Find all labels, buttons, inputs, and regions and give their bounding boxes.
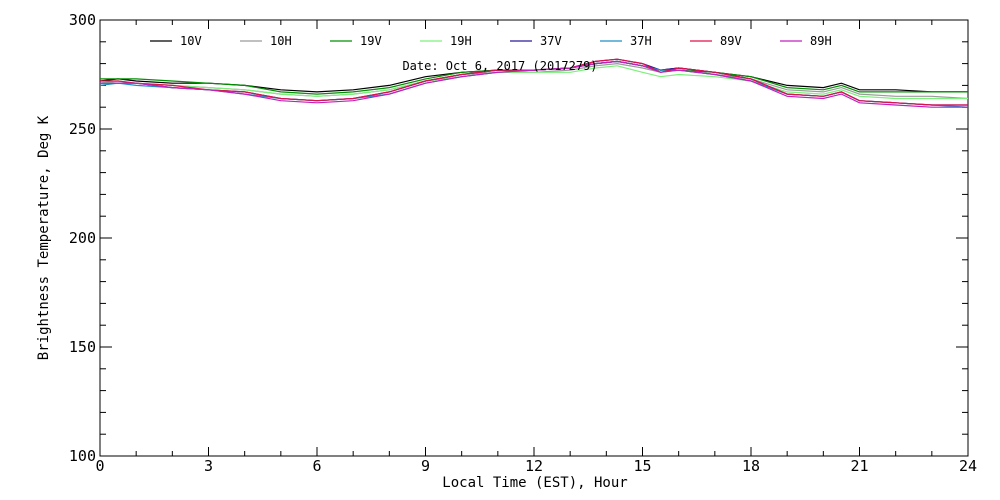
x-tick-label: 0	[95, 457, 104, 475]
legend-label-89v: 89V	[720, 34, 742, 48]
y-tick-label: 200	[69, 229, 96, 247]
x-tick-label: 6	[312, 457, 321, 475]
x-tick-label: 12	[525, 457, 543, 475]
legend-label-37h: 37H	[630, 34, 652, 48]
axes: 0 3 6 9 12 15 18 21 24 100 150 200 250 300	[69, 11, 977, 475]
x-tick-label: 18	[742, 457, 760, 475]
x-tick-label: 15	[633, 457, 651, 475]
plot-frame	[99, 19, 969, 457]
y-tick-label: 250	[69, 120, 96, 138]
legend-label-10h: 10H	[270, 34, 292, 48]
x-tick-label: 21	[850, 457, 868, 475]
legend-label-89h: 89H	[810, 34, 832, 48]
series-lines	[99, 58, 969, 108]
legend-label-19h: 19H	[450, 34, 472, 48]
x-tick-label: 3	[204, 457, 213, 475]
x-tick-label: 9	[421, 457, 430, 475]
y-axis-label: Brightness Temperature, Deg K	[36, 115, 52, 360]
y-tick-label: 100	[69, 447, 96, 465]
legend-label-37v: 37V	[540, 34, 562, 48]
series-line-89h	[100, 60, 968, 108]
x-axis-label: Local Time (EST), Hour	[442, 475, 627, 491]
legend: 10V 10H 19V 19H 37V 37H 89V 89H	[150, 34, 832, 48]
legend-label-19v: 19V	[360, 34, 382, 48]
y-tick-label: 150	[69, 338, 96, 356]
y-tick-label: 300	[69, 11, 96, 29]
date-annotation: Date: Oct 6, 2017 (2017279)	[402, 59, 597, 73]
legend-label-10v: 10V	[180, 34, 202, 48]
x-tick-label: 24	[959, 457, 977, 475]
series-line-19h	[99, 65, 968, 100]
